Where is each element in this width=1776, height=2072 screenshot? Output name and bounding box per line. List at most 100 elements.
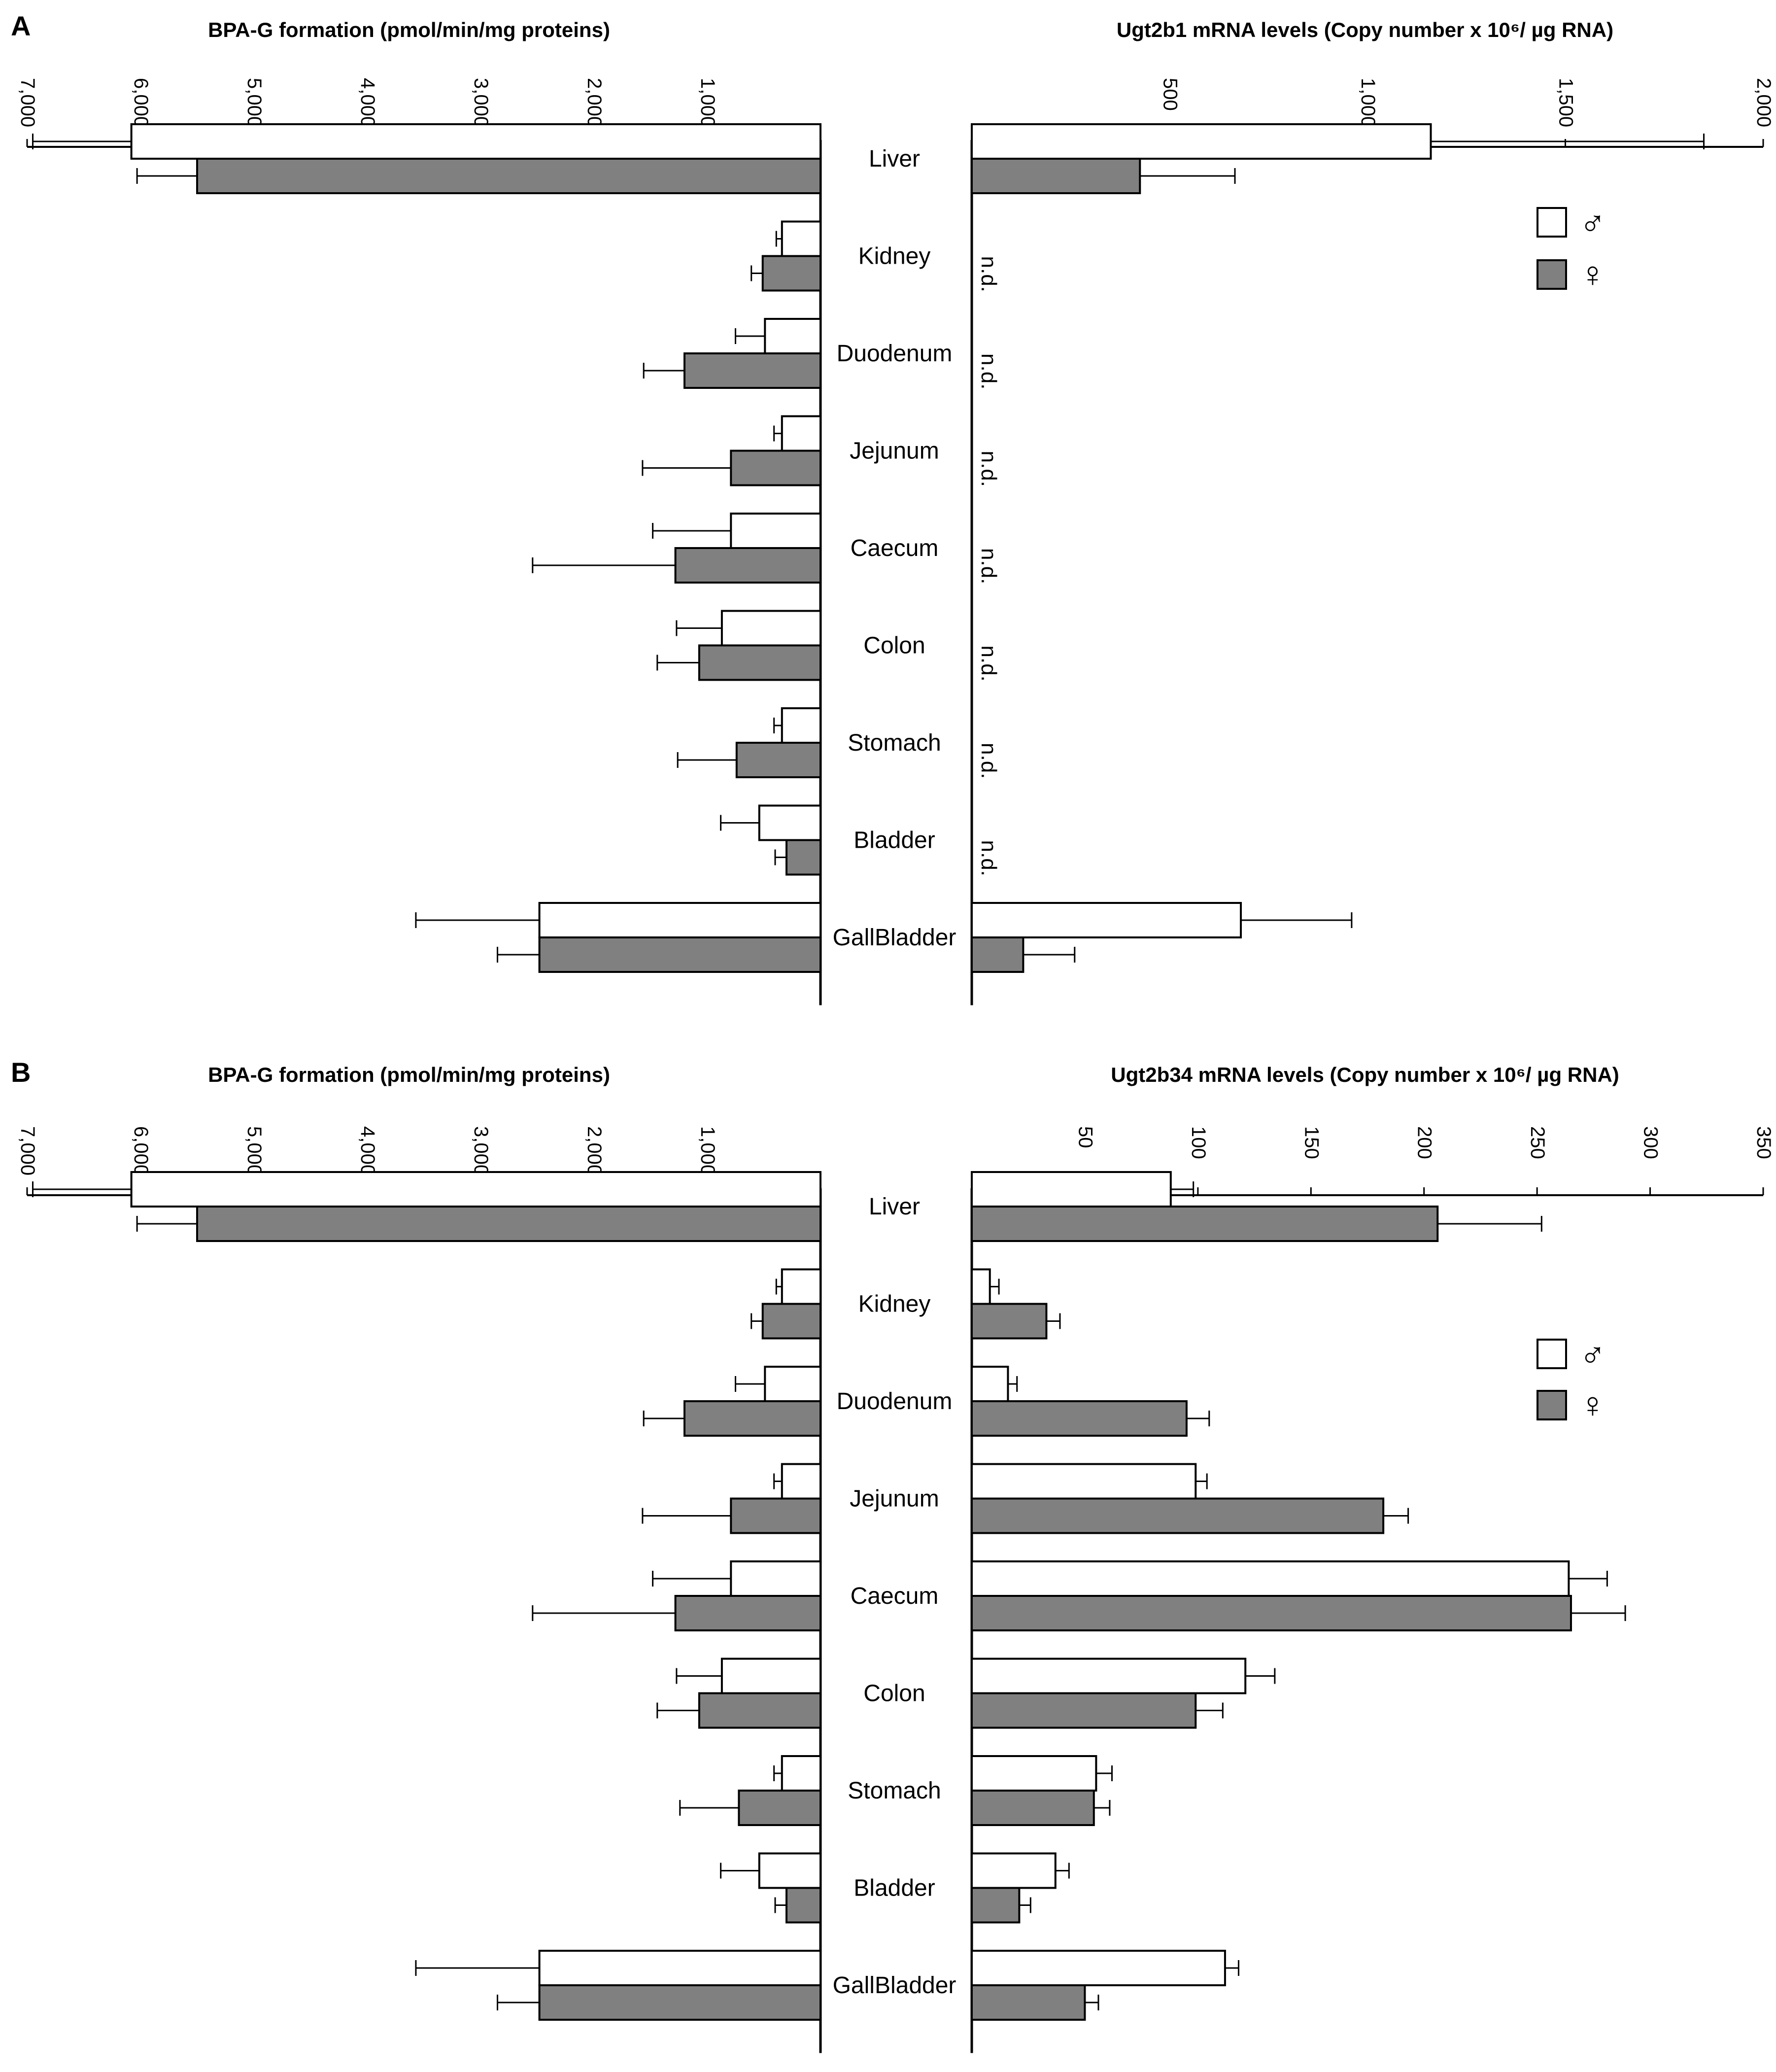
panel-b-left-bar-male-caecum <box>730 1560 822 1597</box>
panel-b-right-bar-female-stomach <box>971 1790 1095 1826</box>
panel-a-left-bar-male-jejunum <box>781 415 822 452</box>
organ-label-gallbladder: GallBladder <box>833 1972 956 1999</box>
panel-b-right-bar-male-gallbladder <box>971 1950 1226 1986</box>
panel-b-right-bar-female-jejunum <box>971 1497 1385 1534</box>
panel-b-left-bar-male-kidney <box>781 1268 822 1305</box>
organ-label-jejunum: Jejunum <box>850 1486 939 1512</box>
panel-a-right-tick-label: 500 <box>1160 78 1181 111</box>
panel-b-right-bar-male-kidney <box>971 1268 991 1305</box>
panel-b-right-bar-female-liver <box>971 1206 1439 1242</box>
legend-b: ♂ ♀ <box>1537 1334 1606 1425</box>
panel-b-left-tick-label: 5,000 <box>243 1126 265 1175</box>
panel-a-left-tick-label: 1,000 <box>697 78 718 127</box>
panel-b-left-bar-female-jejunum <box>730 1497 822 1534</box>
panel-a-left-bar-male-kidney <box>781 220 822 257</box>
organ-label-liver: Liver <box>869 1194 920 1220</box>
organ-label-colon: Colon <box>863 633 925 659</box>
panel-b-right-tick-label: 100 <box>1188 1126 1209 1159</box>
panel-b-left-tick-label: 3,000 <box>470 1126 492 1175</box>
panel-a-right-bar-male-liver <box>971 123 1432 160</box>
panel-b-left-bar-female-stomach <box>738 1790 822 1826</box>
panel-b-right-bar-female-bladder <box>971 1887 1021 1924</box>
panel-a-left-bar-male-bladder <box>758 804 822 841</box>
panel-a-right-tick-label: 1,000 <box>1357 78 1379 127</box>
panel-b-left-bar-male-duodenum <box>764 1366 822 1402</box>
organ-label-duodenum: Duodenum <box>837 1388 953 1415</box>
panel-letter-a: A <box>11 10 31 41</box>
panel-a-left-tick-label: 2,000 <box>583 78 605 127</box>
panel-a-left-bar-female-caecum <box>674 547 821 584</box>
panel-a-right-nd-label: n.d. <box>977 353 1001 389</box>
panel-a: A BPA-G formation (pmol/min/mg proteins)… <box>11 10 1775 1005</box>
panel-b-right-bar-female-kidney <box>971 1303 1048 1340</box>
organ-label-jejunum: Jejunum <box>850 438 939 464</box>
panel-b: B BPA-G formation (pmol/min/mg proteins)… <box>11 1057 1775 2053</box>
panel-a-right-bar-male-gallbladder <box>971 902 1242 938</box>
panel-b-left-bar-male-gallbladder <box>538 1950 821 1986</box>
panel-a-left-tick-label: 3,000 <box>470 78 492 127</box>
panel-b-right-tick-label: 350 <box>1753 1126 1775 1159</box>
legend-a-male-swatch <box>1537 207 1567 238</box>
panel-a-left-bar-male-stomach <box>781 707 822 744</box>
panel-a-left-tick-label: 7,000 <box>17 78 38 127</box>
panel-b-left-bar-female-colon <box>698 1692 822 1729</box>
panel-a-right-bar-female-liver <box>971 158 1141 194</box>
panel-b-right-bar-male-stomach <box>971 1755 1097 1792</box>
legend-b-female-symbol: ♀ <box>1579 1385 1606 1425</box>
legend-a: ♂ ♀ <box>1537 203 1606 294</box>
organ-label-stomach: Stomach <box>848 730 941 756</box>
panel-b-left-bar-male-bladder <box>758 1852 822 1889</box>
panel-b-left-tick-label: 4,000 <box>357 1126 378 1175</box>
organ-label-bladder: Bladder <box>854 1875 935 1901</box>
panel-b-left-tick-label: 2,000 <box>583 1126 605 1175</box>
panel-a-bpag-chart: BPA-G formation (pmol/min/mg proteins) 1,… <box>17 18 956 1005</box>
panel-a-left-tick-label: 5,000 <box>243 78 265 127</box>
panel-b-left-bar-female-bladder <box>786 1887 821 1924</box>
panel-a-right-nd-label: n.d. <box>977 743 1001 779</box>
panel-a-right-nd-label: n.d. <box>977 646 1001 682</box>
panel-b-left-bar-female-gallbladder <box>538 1984 821 2021</box>
panel-a-right-nd-label: n.d. <box>977 840 1001 876</box>
organ-label-caecum: Caecum <box>851 1583 939 1609</box>
panel-letter-b: B <box>11 1057 31 1088</box>
panel-b-right-bar-male-caecum <box>971 1560 1570 1597</box>
panel-b-right-bar-male-colon <box>971 1658 1247 1694</box>
panel-a-left-bar-male-gallbladder <box>538 902 821 938</box>
panel-b-right-tick-label: 250 <box>1527 1126 1548 1159</box>
panel-a-left-bar-male-colon <box>720 610 822 647</box>
panel-b-right-bar-female-caecum <box>971 1595 1572 1631</box>
panel-b-right-bar-female-duodenum <box>971 1400 1188 1437</box>
panel-b-left-bar-male-colon <box>720 1658 822 1694</box>
panel-b-left-tick-label: 1,000 <box>697 1126 718 1175</box>
panel-a-left-bar-female-kidney <box>761 255 821 292</box>
panel-b-right-title: Ugt2b34 mRNA levels (Copy number x 10⁶/ … <box>1111 1063 1619 1086</box>
panel-a-ugt2b1-chart: Ugt2b1 mRNA levels (Copy number x 10⁶/ µ… <box>970 18 1775 1005</box>
panel-b-left-bar-female-duodenum <box>683 1400 821 1437</box>
panel-a-left-bar-female-liver <box>196 158 821 194</box>
organ-label-caecum: Caecum <box>851 535 939 561</box>
panel-b-left-bar-female-liver <box>196 1206 821 1242</box>
organ-label-colon: Colon <box>863 1681 925 1707</box>
organ-label-kidney: Kidney <box>858 243 931 270</box>
organ-label-gallbladder: GallBladder <box>833 925 956 951</box>
panel-b-right-tick-label: 150 <box>1300 1126 1322 1159</box>
panel-b-ugt2b34-chart: Ugt2b34 mRNA levels (Copy number x 10⁶/ … <box>970 1063 1775 2053</box>
panel-a-left-tick-label: 6,000 <box>130 78 152 127</box>
panel-a-left-bar-male-caecum <box>730 513 822 549</box>
legend-b-male-swatch <box>1537 1339 1567 1369</box>
legend-a-male-symbol: ♂ <box>1579 203 1606 242</box>
panel-a-left-bar-male-liver <box>130 123 822 160</box>
panel-a-right-tick-label: 1,500 <box>1555 78 1577 127</box>
panel-b-left-tick-label: 7,000 <box>17 1126 38 1175</box>
panel-b-bpag-chart: BPA-G formation (pmol/min/mg proteins) 1,… <box>17 1063 956 2053</box>
panel-a-left-bar-female-colon <box>698 644 822 681</box>
panel-a-left-bar-female-stomach <box>735 742 822 778</box>
panel-b-left-bar-female-caecum <box>674 1595 821 1631</box>
panel-b-left-bar-female-kidney <box>761 1303 821 1340</box>
panel-a-right-bar-female-gallbladder <box>971 936 1025 973</box>
panel-a-right-nd-label: n.d. <box>977 256 1001 292</box>
panel-b-right-bar-female-gallbladder <box>971 1984 1086 2021</box>
panel-a-left-title: BPA-G formation (pmol/min/mg proteins) <box>208 18 610 41</box>
panel-b-right-bar-male-bladder <box>971 1852 1057 1889</box>
panel-b-left-bar-male-liver <box>130 1171 822 1208</box>
